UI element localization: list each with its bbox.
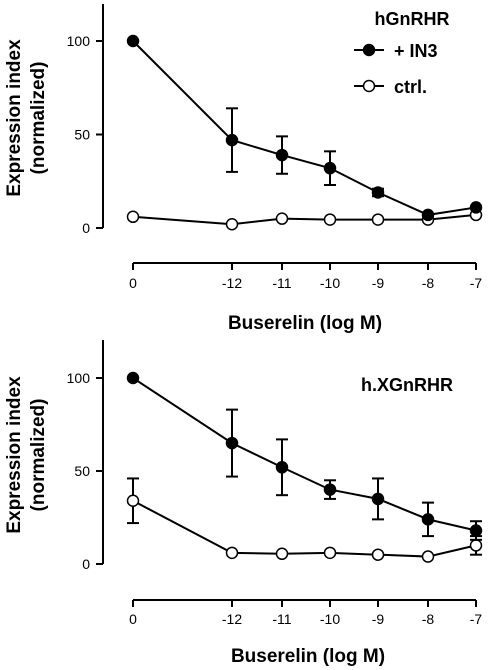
- data-point: [371, 548, 385, 561]
- data-point: [126, 34, 140, 48]
- x-tick-label: -11: [272, 275, 291, 291]
- data-point: [225, 546, 239, 560]
- data-point: [225, 133, 239, 147]
- x-tick-label: -11: [272, 611, 291, 627]
- x-tick-label: 0: [129, 275, 137, 291]
- y-tick-label: 50: [74, 127, 90, 143]
- y-tick-label: 100: [67, 370, 91, 386]
- data-point: [371, 492, 385, 506]
- data-point: [421, 513, 435, 526]
- x-tick-label: -9: [372, 611, 385, 627]
- data-point: [275, 212, 289, 225]
- data-point: [323, 483, 337, 496]
- x-axis-title: Buserelin (log M): [228, 313, 382, 334]
- x-tick-label: -12: [222, 611, 242, 627]
- legend-label-ctrl: ctrl.: [394, 77, 427, 97]
- chart-title: hGnRHR: [375, 9, 450, 29]
- y-axis-title-line-2: (normalized): [28, 62, 49, 175]
- data-point: [225, 218, 239, 231]
- data-point: [275, 461, 289, 474]
- series-line-filled-circle: [132, 40, 477, 216]
- data-point: [469, 539, 483, 552]
- x-tick-label: -7: [470, 611, 483, 627]
- y-axis-title-line-2: (normalized): [28, 399, 49, 512]
- chart-panel-bottom: Expression index (normalized) Buserelin …: [4, 340, 482, 667]
- y-tick-label: 100: [67, 33, 91, 49]
- legend-entry-in3: + IN3: [354, 41, 438, 61]
- legend-entry-ctrl: ctrl.: [354, 77, 427, 97]
- x-tick-label: -10: [320, 611, 340, 627]
- x-tick-label: -8: [422, 611, 435, 627]
- x-tick-label: -12: [222, 275, 242, 291]
- y-tick-label: 0: [82, 556, 90, 572]
- data-point: [275, 148, 289, 162]
- data-point: [323, 161, 337, 175]
- data-point: [126, 210, 140, 224]
- series-line-filled-circle: [132, 377, 477, 532]
- x-tick-label: -8: [422, 275, 435, 291]
- x-tick-label: -10: [320, 275, 340, 291]
- data-point: [323, 213, 337, 226]
- y-axis-title-line-1: Expression index: [4, 376, 25, 534]
- data-point: [126, 371, 140, 385]
- x-tick-label: -7: [470, 275, 483, 291]
- data-point: [323, 546, 337, 560]
- legend-marker-ctrl: [362, 79, 376, 93]
- chart-title: h.XGnRHR: [361, 375, 453, 395]
- x-tick-label: -9: [372, 275, 385, 291]
- legend: + IN3 ctrl.: [354, 41, 438, 97]
- y-tick-label: 0: [82, 220, 90, 236]
- y-axis-title-line-1: Expression index: [4, 39, 25, 197]
- y-tick-label: 50: [74, 463, 90, 479]
- data-point: [469, 201, 483, 214]
- legend-label-in3: + IN3: [394, 41, 438, 61]
- data-point: [371, 186, 385, 199]
- data-point: [421, 550, 435, 563]
- x-tick-label: 0: [129, 611, 137, 627]
- series-line-open-circle: [132, 499, 477, 558]
- data-point: [371, 213, 385, 226]
- data-point: [275, 547, 289, 561]
- data-point: [421, 208, 435, 222]
- x-axis-title: Buserelin (log M): [231, 646, 385, 667]
- data-point: [126, 494, 140, 508]
- chart-panel-top: Expression index (normalized) Buserelin …: [4, 4, 482, 334]
- data-point: [469, 524, 483, 537]
- legend-marker-in3: [362, 43, 376, 57]
- data-point: [225, 436, 239, 450]
